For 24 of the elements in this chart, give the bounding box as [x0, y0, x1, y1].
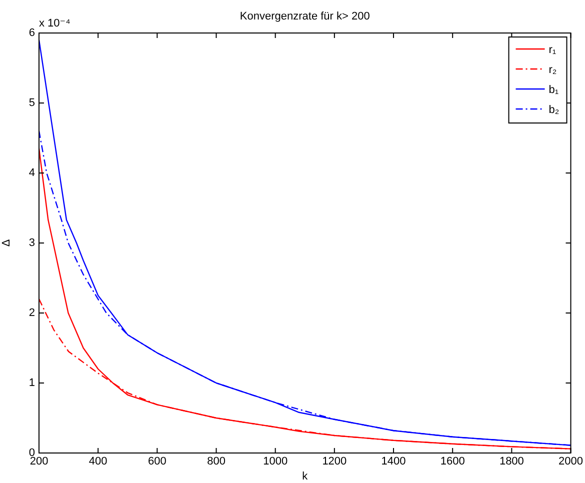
y-axis-title: Δ	[0, 238, 13, 247]
legend-label: b₁	[548, 84, 559, 96]
y-tick-label: 2	[28, 307, 35, 320]
x-tick-label: 1200	[322, 456, 347, 468]
legend-label: r₁	[548, 44, 556, 56]
x-tick-label: 1800	[499, 456, 524, 468]
chart-title: Konvergenzrate für k> 200	[240, 10, 370, 23]
y-tick-label: 4	[28, 167, 35, 180]
x-tick-label: 1600	[440, 456, 465, 468]
x-tick-label: 800	[207, 456, 226, 468]
legend-label: b₂	[548, 104, 560, 116]
text: x 10⁻⁴	[39, 18, 71, 30]
legend-label: r₂	[548, 64, 557, 76]
x-tick-label: 1000	[263, 456, 288, 468]
x-tick-label: 2000	[558, 456, 584, 468]
x-tick-label: 1400	[381, 456, 406, 468]
x-tick-label: 400	[88, 456, 108, 468]
y-tick-label: 6	[28, 27, 35, 40]
y-tick-label: 3	[28, 237, 35, 250]
x-tick-label: 600	[148, 456, 166, 468]
x-tick-label: 200	[30, 456, 48, 468]
y-tick-label: 5	[28, 97, 35, 110]
x-axis-title: k	[302, 470, 308, 482]
y-tick-label: 1	[28, 377, 35, 390]
